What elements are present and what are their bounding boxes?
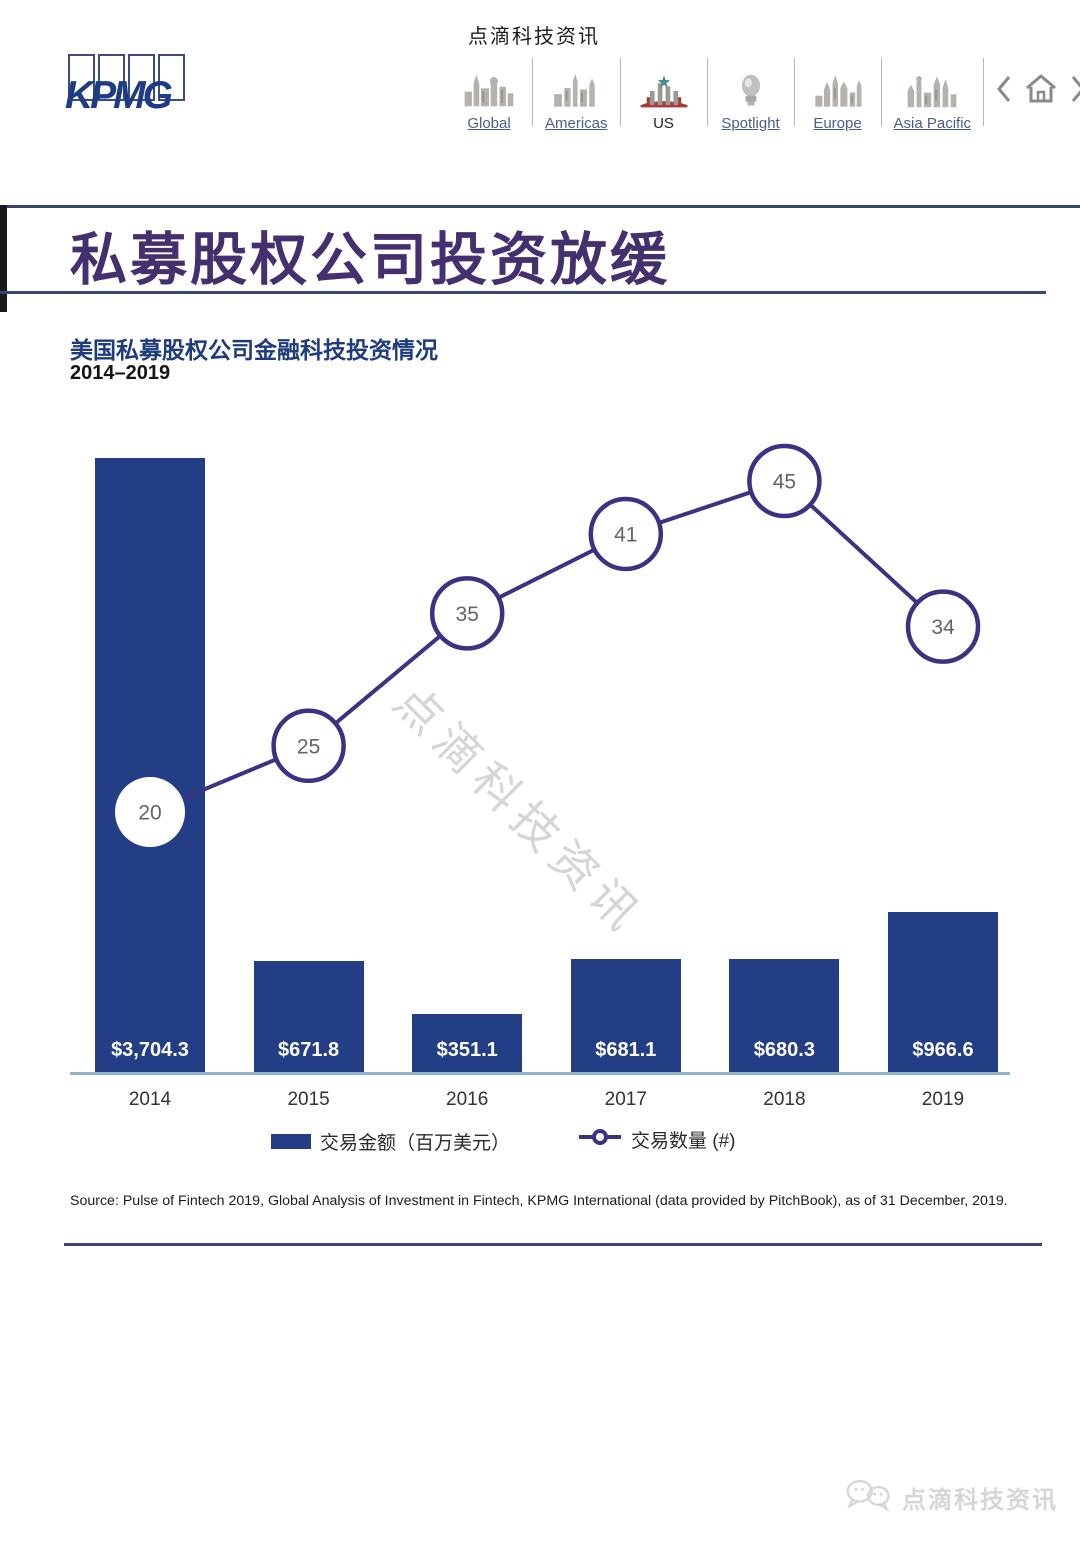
deal-count-marker-2015: 25 — [271, 708, 346, 784]
nav-label-asia-pacific: Asia Pacific — [893, 115, 972, 132]
nav-label-spotlight: Spotlight — [721, 115, 780, 132]
page-title: 私募股权公司投资放缓 — [70, 228, 670, 292]
legend-deal-value: 交易金额（百万美元） — [271, 1128, 510, 1155]
nav-separator — [532, 58, 533, 126]
line-legend-marker-icon — [578, 1128, 622, 1151]
home-icon[interactable] — [1024, 73, 1058, 105]
x-axis-label-2016: 2016 — [446, 1089, 489, 1110]
us-cityscape-icon — [639, 64, 689, 112]
chart-period: 2014–2019 — [70, 362, 171, 384]
svg-text:34: 34 — [931, 616, 955, 639]
title-top-rule — [0, 205, 1080, 208]
nav-label-us: US — [653, 115, 674, 132]
deal-count-marker-2014: 20 — [115, 777, 185, 847]
bar-2018: $680.3 — [729, 959, 840, 1072]
svg-text:41: 41 — [614, 523, 637, 546]
footer-rule — [64, 1243, 1042, 1246]
bar-value-label: $671.8 — [278, 1039, 340, 1061]
top-watermark-text: 点滴科技资讯 — [468, 26, 600, 48]
section-nav: Global Americas US Spotlight — [448, 56, 1080, 132]
page-edge-mark — [0, 205, 7, 312]
americas-cityscape-icon — [551, 64, 601, 112]
nav-separator — [706, 58, 708, 126]
nav-separator — [793, 58, 795, 126]
nav-separator — [983, 58, 985, 126]
svg-text:35: 35 — [456, 603, 479, 626]
bar-value-label: $351.1 — [436, 1039, 498, 1061]
nav-separator — [880, 58, 882, 126]
svg-text:25: 25 — [297, 735, 320, 758]
nav-item-global[interactable]: Global — [448, 56, 530, 132]
footer-watermark-text: 点滴科技资讯 — [902, 1487, 1058, 1514]
bar-legend-label: 交易金额（百万美元） — [320, 1133, 511, 1154]
chat-bubbles-icon — [843, 1477, 895, 1518]
deal-count-line: 20 25 35 41 45 34 — [115, 443, 981, 847]
bar-2017: $681.1 — [570, 959, 681, 1072]
legend-deal-count: 交易数量 (#) — [578, 1126, 736, 1153]
nav-label-europe: Europe — [813, 115, 862, 132]
forward-chevron-icon[interactable] — [1070, 74, 1080, 104]
svg-text:45: 45 — [773, 471, 796, 494]
nav-item-asia-pacific[interactable]: Asia Pacific — [884, 56, 982, 132]
kpmg-logo: KPMG — [65, 54, 204, 117]
global-cityscape-icon — [463, 64, 515, 112]
nav-separator — [619, 58, 621, 126]
chart-plot: 点滴科技资讯 $3,704.3 2014 $671.8 2015 $351.1 2016 $… — [70, 430, 1010, 1110]
bar-value-label: $680.3 — [753, 1039, 815, 1061]
chart-subtitle: 美国私募股权公司金融科技投资情况 — [70, 337, 438, 363]
nav-item-us[interactable]: US — [623, 56, 705, 132]
line-legend-label: 交易数量 (#) — [631, 1131, 736, 1152]
asia-pacific-cityscape-icon — [906, 64, 958, 112]
bar-2015: $671.8 — [253, 961, 364, 1072]
deal-count-marker-2019: 34 — [905, 589, 981, 664]
bar-2014: $3,704.3 — [95, 458, 205, 1072]
x-axis-label-2015: 2015 — [287, 1089, 330, 1110]
bar-value-label: $3,704.3 — [111, 1039, 189, 1061]
x-axis-label-2014: 2014 — [128, 1089, 172, 1110]
bar-2016: $351.1 — [412, 1014, 523, 1072]
nav-item-europe[interactable]: Europe — [797, 56, 879, 132]
nav-item-spotlight[interactable]: Spotlight — [710, 56, 792, 132]
page-controls — [986, 56, 1080, 132]
x-axis-label-2017: 2017 — [604, 1089, 647, 1110]
nav-label-global: Global — [467, 115, 511, 132]
deal-count-marker-2017: 41 — [588, 496, 664, 572]
kpmg-logo-text: KPMG — [65, 74, 173, 117]
x-axis-label-2019: 2019 — [921, 1089, 965, 1110]
spotlight-icon — [731, 64, 771, 112]
x-axis-label-2018: 2018 — [763, 1089, 806, 1110]
deal-count-marker-2016: 35 — [429, 576, 505, 651]
footer-watermark: 点滴科技资讯 — [843, 1477, 1058, 1518]
source-note: Source: Pulse of Fintech 2019, Global An… — [70, 1193, 1008, 1209]
title-bottom-rule — [0, 291, 1046, 294]
back-chevron-icon[interactable] — [996, 74, 1012, 104]
deal-count-marker-2018: 45 — [747, 443, 822, 519]
bar-legend-swatch — [271, 1134, 311, 1149]
svg-text:20: 20 — [138, 802, 161, 825]
bar-value-label: $681.1 — [595, 1039, 657, 1061]
nav-label-americas: Americas — [545, 115, 608, 132]
europe-cityscape-icon — [813, 64, 863, 112]
bar-value-label: $966.6 — [912, 1039, 974, 1061]
nav-item-americas[interactable]: Americas — [535, 56, 618, 132]
bar-2019: $966.6 — [888, 912, 998, 1072]
